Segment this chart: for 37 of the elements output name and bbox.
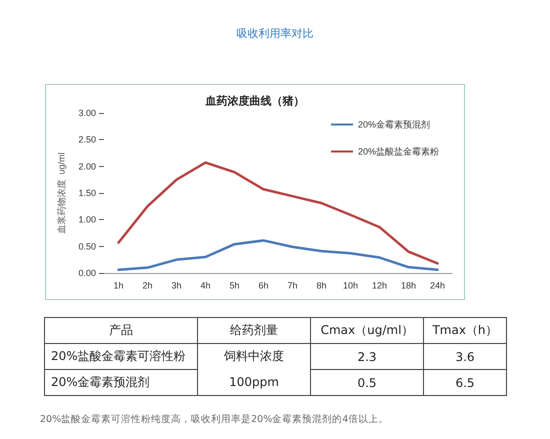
y-tick-label: 3.00 xyxy=(78,108,96,118)
text: 饲料中浓度 xyxy=(224,349,284,364)
text: 3.6 xyxy=(455,350,475,364)
text: 100ppm xyxy=(229,375,279,390)
legend-label: 20%金霉素预混剂 xyxy=(358,120,430,130)
category-label: 20%金霉素预混剂 xyxy=(51,375,150,389)
y-tick-label: 2.50 xyxy=(78,134,96,145)
y-tick-label: 1.50 xyxy=(78,188,96,198)
category-label: Cmax（ug/ml） xyxy=(310,318,424,344)
x-tick-label: 12h xyxy=(372,280,388,290)
y-tick-label: 0.00 xyxy=(78,268,96,278)
text: 2.3 xyxy=(357,350,377,364)
y-tick-label: 2.00 xyxy=(78,161,96,172)
y-tick-label: 0.50 xyxy=(78,241,96,252)
text: 0.5 xyxy=(357,376,377,390)
x-tick-label: 6h xyxy=(258,280,269,290)
y-axis-title: 血浆药物浓度 ug/ml xyxy=(56,152,66,234)
category-label: Tmax（h） xyxy=(424,318,506,344)
chart-title: 吸收利用率对比 xyxy=(236,26,314,41)
text: 6.5 xyxy=(455,376,475,390)
category-label: 产品 xyxy=(44,318,198,344)
category-label: 给药剂量 xyxy=(198,318,310,344)
x-tick-label: 3h xyxy=(171,280,182,290)
x-tick-label: 24h xyxy=(430,280,446,290)
x-tick-label: 1h xyxy=(113,280,124,290)
x-tick-label: 5h xyxy=(229,280,240,290)
x-tick-label: 10h xyxy=(342,280,358,290)
chart-subtitle: 血药浓度曲线（猪） xyxy=(204,94,304,108)
x-tick-label: 8h xyxy=(316,280,327,290)
x-tick-label: 2h xyxy=(142,280,153,290)
legend-label: 20%盐酸盐金霉素粉 xyxy=(358,146,439,156)
x-tick-label: 18h xyxy=(400,280,416,290)
y-tick-label: 1.00 xyxy=(78,214,96,225)
text: 20%盐酸金霉素可溶性粉纯度高，吸收利用率是20%金霉素预混剂的4倍以上。 xyxy=(40,413,388,426)
x-tick-label: 4h xyxy=(200,280,211,290)
category-label: 20%盐酸金霉素可溶性粉 xyxy=(51,349,186,363)
x-tick-label: 7h xyxy=(287,280,298,290)
